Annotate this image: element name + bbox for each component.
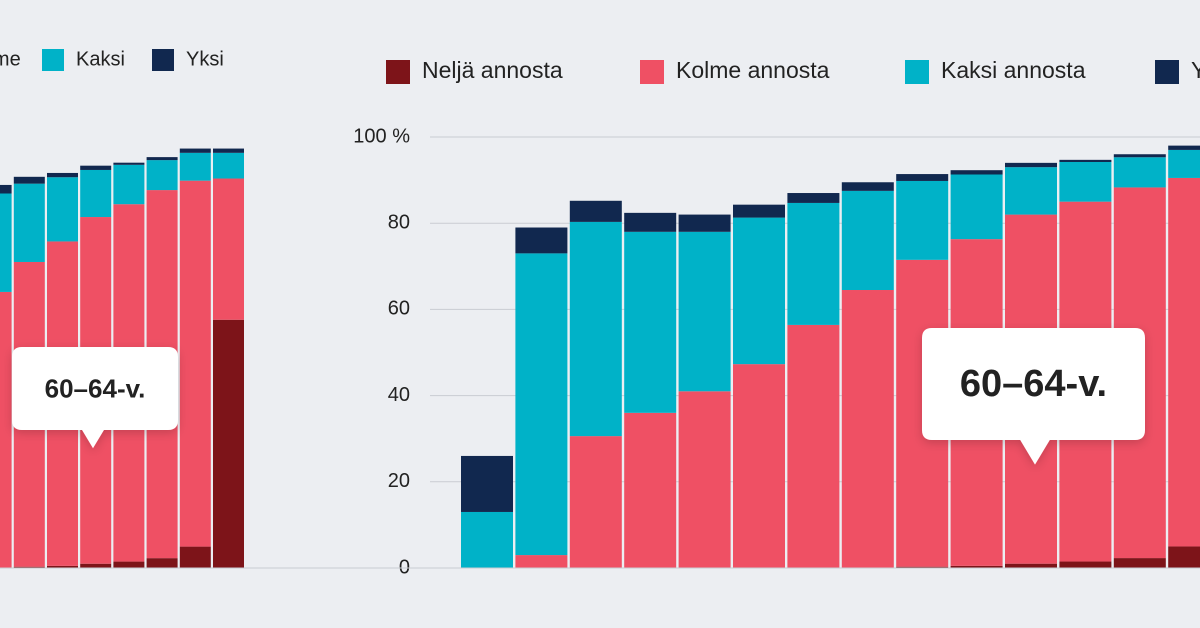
- tooltip-box: [12, 347, 178, 449]
- bar-segment: [213, 152, 244, 179]
- bar-segment: [1113, 558, 1166, 568]
- bar-segment: [0, 291, 12, 568]
- bar-segment: [733, 204, 785, 218]
- bar-segment: [113, 164, 145, 205]
- bar-segment: [950, 174, 1003, 240]
- bar-segment: [569, 221, 622, 437]
- bar-segment: [678, 391, 731, 568]
- bar-segment: [80, 563, 112, 568]
- bar-segment: [213, 178, 244, 320]
- legend-label: Yksi annosta: [1191, 57, 1200, 83]
- bar-segment: [733, 217, 785, 365]
- tooltip-label: 60–64-v.: [960, 363, 1107, 405]
- bar-segment: [146, 558, 178, 568]
- bar-segment: [896, 174, 949, 181]
- bar-segment: [179, 148, 211, 153]
- bar-segment: [113, 561, 145, 568]
- bar-segment: [1168, 546, 1200, 568]
- bar-segment: [1005, 563, 1057, 568]
- bar-segment: [179, 180, 211, 547]
- bar-segment: [624, 412, 677, 568]
- bar-segment: [47, 177, 78, 242]
- legend-swatch: [152, 49, 174, 71]
- bar-segment: [213, 148, 244, 153]
- bar-segment: [569, 200, 622, 222]
- legend-label: Kaksi: [76, 48, 125, 70]
- bar-segment: [47, 172, 78, 178]
- bar-segment: [624, 212, 677, 232]
- bar-segment: [515, 555, 568, 568]
- bar-segment: [47, 565, 78, 568]
- bar-segment: [787, 193, 840, 203]
- y-tick-label: 100 %: [353, 125, 410, 147]
- tooltip-box: [922, 328, 1145, 465]
- bar-segment: [13, 183, 45, 262]
- bar-segment: [841, 290, 894, 568]
- legend-swatch: [42, 49, 64, 71]
- bar-segment: [179, 546, 211, 568]
- bar-segment: [113, 162, 145, 165]
- bar-segment: [515, 227, 568, 254]
- bar-segment: [13, 176, 45, 184]
- bar-segment: [950, 170, 1003, 175]
- bar-segment: [678, 231, 731, 392]
- bar-segment: [0, 193, 12, 292]
- bar-segment: [569, 436, 622, 568]
- bar-segment: [213, 319, 244, 568]
- bar-segment: [461, 511, 513, 568]
- y-tick-label: 40: [388, 384, 410, 406]
- legend-swatch: [386, 60, 410, 84]
- y-tick-label: 0: [399, 556, 410, 578]
- bar-segment: [787, 324, 840, 568]
- bar-segment: [1168, 149, 1200, 178]
- bar-segment: [896, 566, 949, 568]
- bar-segment: [1059, 159, 1112, 162]
- bar-segment: [733, 364, 785, 568]
- legend-label: Kolme: [0, 48, 21, 70]
- bar-segment: [1113, 154, 1166, 158]
- bar-segment: [1059, 561, 1112, 568]
- legend-label: Yksi: [186, 48, 224, 70]
- legend-label: Kolme annosta: [676, 57, 830, 83]
- bar-segment: [13, 566, 45, 568]
- bar-segment: [80, 169, 112, 218]
- legend-swatch: [905, 60, 929, 84]
- bar-segment: [461, 455, 513, 512]
- legend-label: Kaksi annosta: [941, 57, 1086, 83]
- bar-segment: [1113, 157, 1166, 188]
- bar-segment: [146, 160, 178, 191]
- bar-segment: [80, 165, 112, 170]
- y-tick-label: 80: [388, 211, 410, 233]
- legend-swatch: [1155, 60, 1179, 84]
- right-chart: 0 20 40 60 80 100 % Neljä annosta Kolme annosta…: [0, 57, 1200, 578]
- bar-segment: [841, 182, 894, 191]
- bar-segment: [1059, 161, 1112, 202]
- bar-segment: [1168, 145, 1200, 150]
- bar-segment: [950, 565, 1003, 568]
- bar-segment: [1005, 167, 1057, 215]
- bar-segment: [896, 180, 949, 260]
- bar-segment: [841, 190, 894, 291]
- bar-segment: [1005, 162, 1057, 168]
- bar-segment: [787, 202, 840, 325]
- tooltip-label: 60–64-v.: [45, 373, 146, 403]
- bar-segment: [624, 231, 677, 413]
- y-tick-label: 60: [388, 298, 410, 320]
- bar-segment: [0, 184, 12, 194]
- bar-segment: [515, 253, 568, 556]
- left-chart: Kolme Kaksi Yksi 60–64-v.: [0, 48, 330, 569]
- bar-segment: [146, 157, 178, 161]
- bar-segment: [1168, 177, 1200, 547]
- legend-label: Neljä annosta: [422, 57, 563, 83]
- bar-segment: [179, 152, 211, 181]
- legend-swatch: [640, 60, 664, 84]
- bar-segment: [678, 214, 731, 232]
- y-tick-label: 20: [388, 470, 410, 492]
